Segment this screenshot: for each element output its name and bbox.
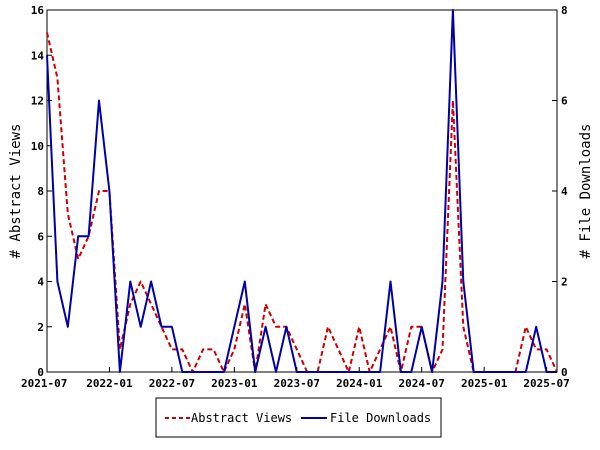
y-left-tick-label: 16: [31, 4, 45, 17]
y-right-tick-label: 4: [561, 185, 568, 198]
series-lines: [46, 9, 558, 373]
x-axis: 2021-07 2022-01 2022-07 2023-01 2023-07 2024-…: [21, 367, 570, 390]
legend-label-abstract-views: Abstract Views: [191, 411, 292, 425]
x-tick-label: 2022-01: [86, 377, 133, 390]
x-tick-label: 2024-07: [399, 377, 445, 390]
y-right-title: # File Downloads: [578, 124, 594, 259]
y-left-tick-label: 0: [37, 366, 44, 379]
x-tick-label: 2021-07: [21, 377, 67, 390]
y-left-tick-label: 14: [31, 49, 45, 62]
y-right-tick-label: 6: [561, 95, 568, 108]
x-tick-label: 2025-01: [461, 377, 508, 390]
x-tick-label: 2022-07: [149, 377, 195, 390]
plot-area: [46, 9, 558, 373]
y-left-tick-label: 12: [31, 95, 44, 108]
y-left-tick-label: 10: [31, 140, 44, 153]
legend-label-file-downloads: File Downloads: [330, 411, 431, 425]
x-tick-label: 2024-01: [336, 377, 383, 390]
y-left-tick-label: 4: [37, 276, 44, 289]
x-tick-label: 2025-07: [523, 377, 569, 390]
x-tick-label: 2023-01: [211, 377, 258, 390]
series-line-abstract-views: [46, 32, 558, 373]
y-left-tick-label: 8: [37, 185, 44, 198]
legend: Abstract Views File Downloads: [155, 397, 442, 438]
legend-box: [155, 397, 442, 438]
series-line-file-downloads: [46, 9, 557, 373]
y-left-tick-label: 6: [37, 230, 44, 243]
y-right-tick-label: 8: [561, 4, 568, 17]
y-left-tick-label: 2: [37, 321, 44, 334]
right-axis: 0 2 4 6 8: [552, 4, 568, 379]
left-axis: 0 2 4 6 8 10 12 14 16: [31, 4, 52, 379]
y-left-title: # Abstract Views: [8, 124, 24, 259]
y-right-tick-label: 2: [561, 276, 568, 289]
x-tick-label: 2023-07: [274, 377, 320, 390]
y-right-tick-label: 0: [561, 366, 568, 379]
